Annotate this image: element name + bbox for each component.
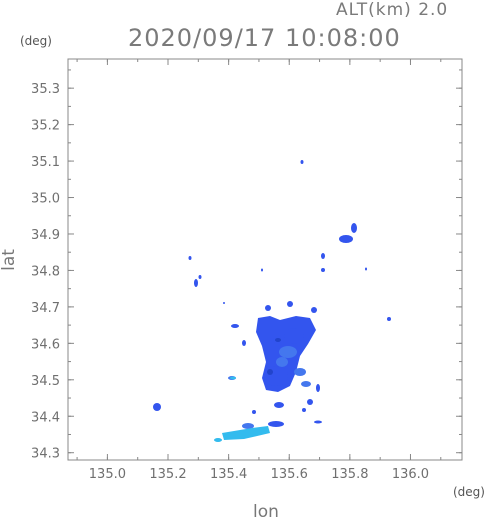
echo-cell xyxy=(339,235,353,243)
y-tick-label: 34.3 xyxy=(31,447,60,462)
radar-echoes xyxy=(153,160,391,442)
echo-cell xyxy=(365,267,367,271)
echo-cell xyxy=(387,317,391,321)
x-unit-label: (deg) xyxy=(453,485,485,499)
y-tick-label: 34.8 xyxy=(31,264,60,279)
echo-cell xyxy=(276,357,288,367)
echo-cell xyxy=(268,421,284,427)
y-tick-label: 34.6 xyxy=(31,337,60,352)
x-tick-label: 135.2 xyxy=(149,467,186,482)
echo-cell xyxy=(194,279,198,287)
echo-cell xyxy=(267,369,273,375)
plot-frame xyxy=(67,58,463,461)
echo-cell xyxy=(311,307,317,313)
x-tick-label: 135.0 xyxy=(89,467,126,482)
echo-cell xyxy=(279,346,297,358)
echo-cell xyxy=(300,160,304,164)
echo-cell xyxy=(261,268,263,272)
y-tick-label: 34.4 xyxy=(31,410,60,425)
y-tick-label: 34.7 xyxy=(31,301,60,316)
echo-cell xyxy=(230,376,236,380)
echo-cell xyxy=(231,324,239,328)
altitude-label: ALT(km) 2.0 xyxy=(336,0,449,20)
echo-cell xyxy=(301,381,311,387)
y-tick-label: 34.9 xyxy=(31,228,60,243)
x-axis-label: lon xyxy=(253,502,279,522)
echo-cell xyxy=(321,268,325,272)
echo-cell xyxy=(307,399,313,405)
echo-cell xyxy=(222,426,270,440)
echo-cell xyxy=(302,408,306,412)
datetime-title: 2020/09/17 10:08:00 xyxy=(128,24,401,52)
x-tick-label: 135.8 xyxy=(331,467,368,482)
echo-cell xyxy=(198,275,202,279)
echo-cell xyxy=(242,340,246,346)
echo-cell xyxy=(223,302,225,304)
y-tick-label: 35.3 xyxy=(31,82,60,97)
echo-cell xyxy=(274,402,284,408)
y-tick-label: 35.1 xyxy=(31,155,60,170)
echo-cell xyxy=(242,423,254,429)
echo-cell xyxy=(188,256,192,260)
axis-ticks: 35.3 35.2 35.1 35.0 34.9 34.8 34.7 34.6 34.5 34.4… xyxy=(31,59,462,482)
echo-cell xyxy=(264,366,288,386)
echo-cell xyxy=(294,368,306,376)
echo-cell xyxy=(314,420,322,424)
x-tick-label: 135.6 xyxy=(271,467,308,482)
echo-cell xyxy=(252,410,256,414)
echo-cell xyxy=(265,305,271,311)
x-tick-label: 136.0 xyxy=(392,467,429,482)
y-tick-label: 35.0 xyxy=(31,192,60,207)
echo-cell xyxy=(287,301,293,307)
echo-cell xyxy=(214,438,222,442)
echo-cell xyxy=(351,223,357,233)
x-tick-label: 135.4 xyxy=(210,467,247,482)
echo-cell xyxy=(284,328,304,344)
y-tick-label: 35.2 xyxy=(31,119,60,134)
y-tick-label: 34.5 xyxy=(31,374,60,389)
echo-cell xyxy=(153,403,161,411)
y-unit-label: (deg) xyxy=(20,34,52,48)
echo-cell xyxy=(316,384,320,392)
echo-cell xyxy=(321,253,325,259)
echo-cell xyxy=(275,338,281,342)
